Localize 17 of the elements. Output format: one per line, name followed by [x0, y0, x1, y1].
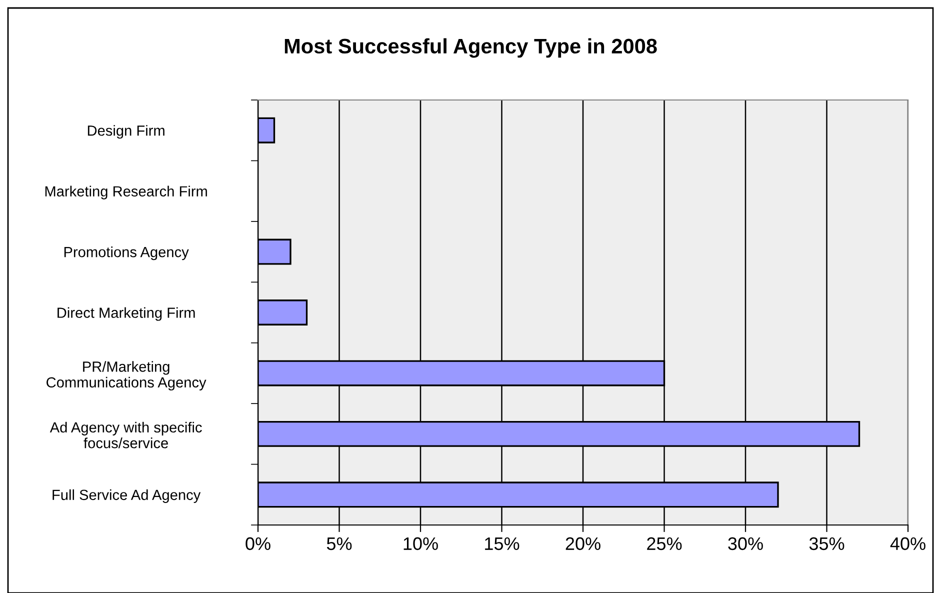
x-tick-label: 30%: [728, 537, 763, 550]
x-tick-label: 40%: [890, 537, 926, 550]
x-tick-label: 0%: [246, 537, 270, 550]
y-tick-label: Promotions Agency: [64, 246, 189, 260]
y-tick-label: Direct Marketing Firm: [58, 307, 195, 321]
chart-title: Most Successful Agency Type in 2008: [284, 38, 657, 58]
y-tick-label: Marketing Research Firm: [45, 186, 207, 200]
y-tick-label: Full Service Ad Agency: [52, 489, 201, 503]
x-tick-label: 10%: [404, 537, 438, 550]
x-tick-label: 15%: [485, 537, 520, 550]
y-tick-label: PR/Marketing Communications Agency: [46, 361, 206, 390]
y-tick-label: Design Firm: [88, 125, 164, 139]
x-tick-label: 20%: [566, 537, 600, 550]
x-tick-label: 25%: [647, 537, 682, 550]
x-tick-label: 5%: [326, 537, 352, 550]
x-tick-label: 35%: [809, 537, 844, 550]
y-tick-label: Ad Agency with specific focus/service: [50, 422, 202, 448]
